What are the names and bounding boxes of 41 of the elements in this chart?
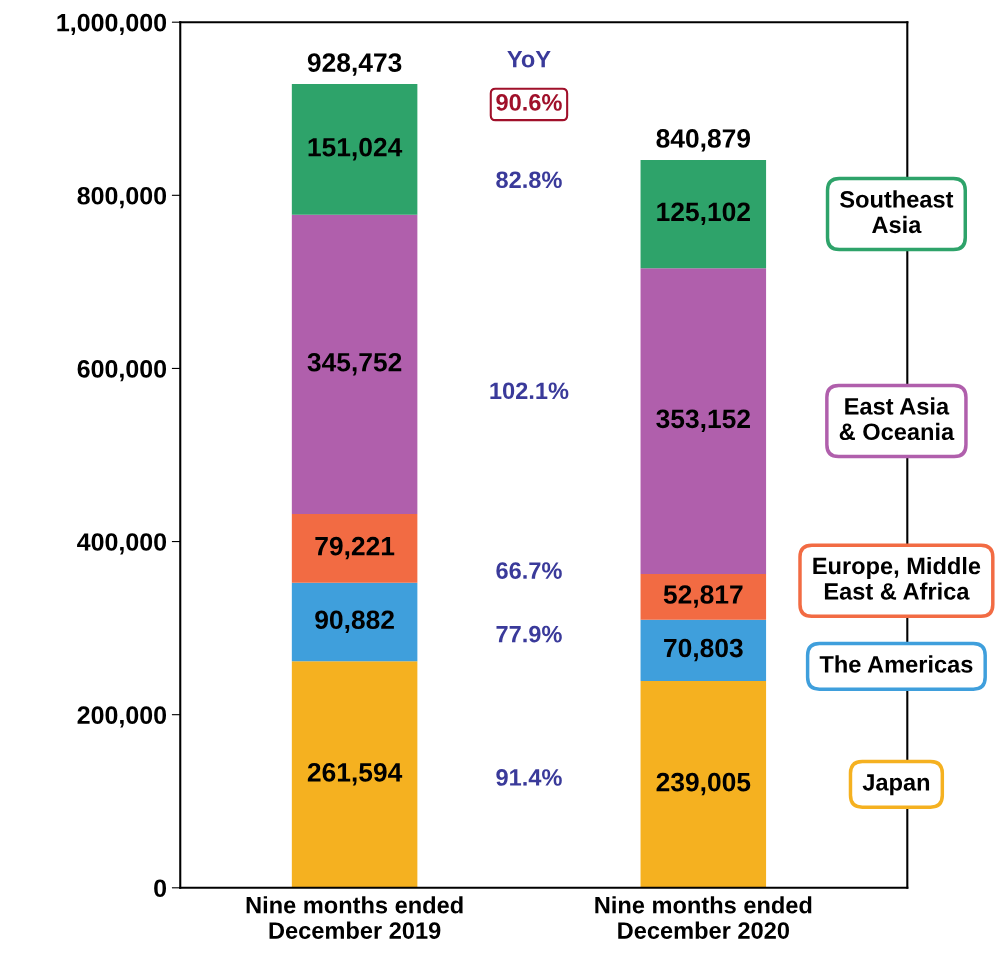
annotation: 66.7% [496, 562, 562, 579]
total-label: 928,473 [307, 53, 402, 76]
data-label: 90,882 [315, 610, 394, 633]
data-label: 353,152 [656, 409, 750, 432]
y-tick-label: 400,000 [77, 533, 167, 555]
bar [640, 268, 767, 574]
x-tick-label: Nine months ended December 2020 [595, 896, 812, 939]
y-tick-label: 0 [154, 879, 167, 898]
y-tick-label: 600,000 [77, 360, 167, 382]
data-label: 239,005 [656, 772, 751, 796]
annotation: 82.8% [496, 171, 562, 189]
data-label: 345,752 [307, 352, 402, 376]
annotation: YoY [507, 51, 551, 68]
bar [291, 214, 418, 515]
total-label: 840,879 [656, 129, 751, 152]
y-tick-label: 1,000,000 [57, 13, 167, 36]
data-label: 79,221 [315, 536, 395, 560]
text: Europe, Middle East & Africa [813, 556, 981, 600]
bar [291, 84, 418, 215]
text: Southeast Asia [840, 190, 954, 234]
data-label: 52,817 [663, 585, 743, 608]
annotation: 102.1% [490, 382, 569, 400]
bar [291, 582, 418, 662]
y-tick-label: 200,000 [77, 706, 167, 728]
annotation: 90.6% [496, 94, 562, 111]
data-label: 261,594 [307, 762, 403, 786]
x-tick-label: Nine months ended December 2019 [246, 896, 463, 939]
data-label: 151,024 [308, 137, 403, 161]
annotation: 77.9% [496, 625, 562, 643]
bar [640, 159, 767, 269]
bar [291, 514, 418, 583]
y-tick-label: 800,000 [77, 186, 167, 209]
text: Japan [862, 774, 930, 796]
bar [640, 680, 767, 888]
data-label: 70,803 [664, 638, 743, 662]
bar [640, 619, 767, 681]
annotation: 91.4% [496, 769, 562, 786]
data-label: 125,102 [657, 202, 750, 225]
text: The Americas [819, 655, 973, 673]
bar [291, 661, 418, 888]
text: East Asia & Oceania [839, 397, 955, 441]
